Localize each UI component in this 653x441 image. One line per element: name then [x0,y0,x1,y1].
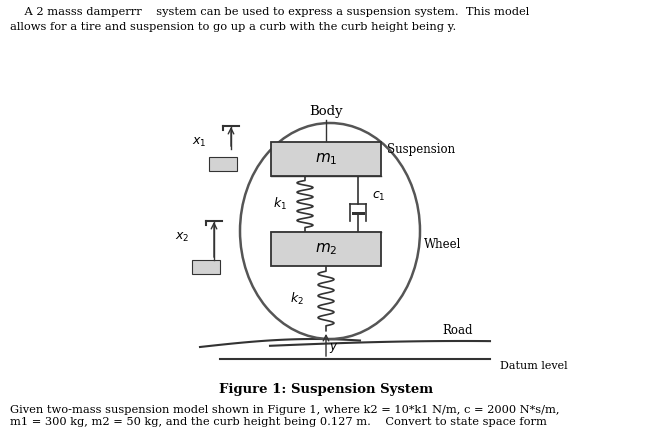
Text: $y$: $y$ [329,341,338,355]
Text: $k_1$: $k_1$ [273,196,287,212]
FancyBboxPatch shape [192,260,220,274]
Text: Suspension: Suspension [387,142,455,156]
Text: Body: Body [309,105,343,118]
FancyBboxPatch shape [209,157,237,171]
Text: $c_1$: $c_1$ [372,190,386,202]
FancyBboxPatch shape [271,232,381,266]
Text: Road: Road [442,325,473,337]
Text: $x_2$: $x_2$ [174,231,189,243]
Text: $m_2$: $m_2$ [315,241,337,257]
Text: A 2 masss damperrr    system can be used to express a suspension system.  This m: A 2 masss damperrr system can be used to… [10,7,529,17]
FancyBboxPatch shape [271,142,381,176]
Text: Datum level: Datum level [500,361,567,371]
Text: $x_1$: $x_1$ [191,135,206,149]
Text: Given two-mass suspension model shown in Figure 1, where k2 = 10*k1 N/m, c = 200: Given two-mass suspension model shown in… [10,405,560,426]
Text: Figure 1: Suspension System: Figure 1: Suspension System [219,382,433,396]
Text: $k_2$: $k_2$ [290,291,304,306]
Text: Wheel: Wheel [424,238,462,250]
Text: $m_1$: $m_1$ [315,151,338,167]
Text: allows for a tire and suspension to go up a curb with the curb height being y.: allows for a tire and suspension to go u… [10,22,456,32]
